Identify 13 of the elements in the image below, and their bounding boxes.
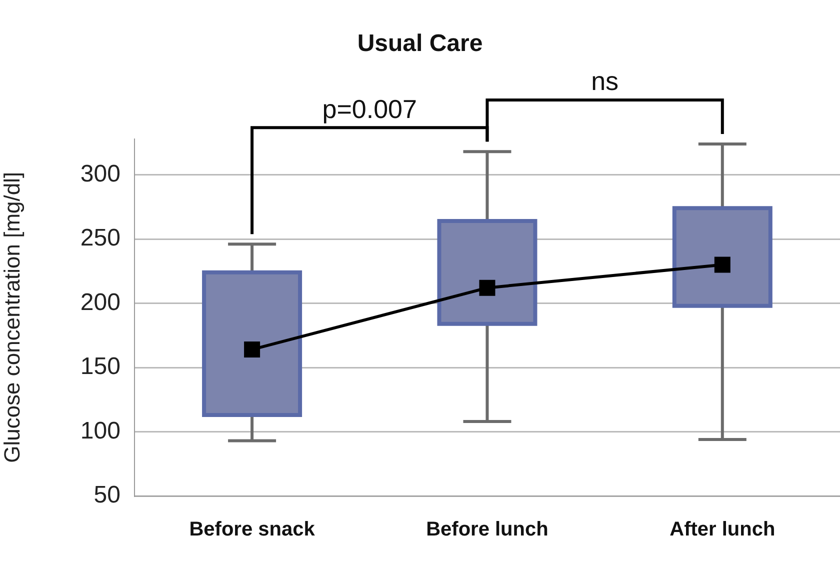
- y-tick-label: 300: [80, 160, 120, 188]
- x-tick-label: Before snack: [189, 518, 316, 541]
- y-tick-label: 100: [80, 417, 120, 444]
- y-tick-label: 50: [94, 482, 120, 509]
- y-tick-label: 250: [80, 224, 120, 252]
- y-tick-label: 150: [80, 353, 120, 380]
- chart-title: Usual Care: [357, 30, 483, 58]
- text: p=0.007: [321, 94, 418, 124]
- y-tick-label: 200: [80, 288, 120, 316]
- y-axis-title: Glucose concentration [mg/dl]: [0, 172, 24, 463]
- x-tick-label: After lunch: [670, 518, 776, 541]
- text: ns: [590, 66, 620, 96]
- x-tick-label: Before lunch: [426, 518, 548, 541]
